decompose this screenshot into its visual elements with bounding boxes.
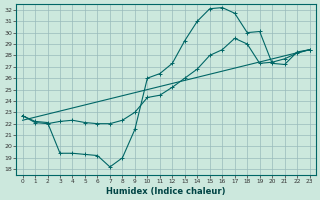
X-axis label: Humidex (Indice chaleur): Humidex (Indice chaleur) (106, 187, 226, 196)
